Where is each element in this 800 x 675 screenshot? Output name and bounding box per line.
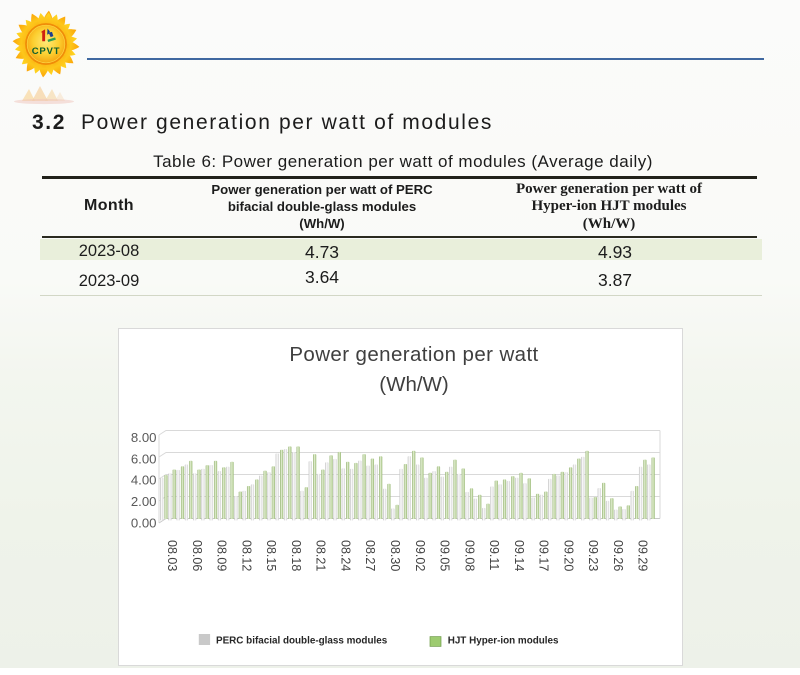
svg-text:CPVT: CPVT [32, 46, 60, 57]
svg-text:Power generation per watt: Power generation per watt [289, 343, 538, 366]
svg-text:8.00: 8.00 [131, 430, 157, 445]
svg-text:09.08: 09.08 [462, 540, 476, 571]
svg-text:09.17: 09.17 [537, 540, 551, 571]
svg-text:09.14: 09.14 [512, 540, 526, 571]
svg-text:4.00: 4.00 [131, 473, 157, 488]
svg-text:2.00: 2.00 [131, 494, 157, 509]
svg-text:08.06: 08.06 [190, 540, 204, 571]
svg-text:08.03: 08.03 [165, 540, 179, 571]
svg-text:6.00: 6.00 [131, 451, 157, 466]
svg-text:09.23: 09.23 [586, 540, 600, 571]
svg-text:09.11: 09.11 [487, 540, 501, 570]
svg-text:09.20: 09.20 [561, 540, 575, 571]
svg-text:08.09: 08.09 [215, 540, 229, 571]
svg-text:09.29: 09.29 [636, 540, 650, 571]
svg-text:PERC bifacial double-glass mod: PERC bifacial double-glass modules [216, 636, 388, 647]
svg-text:08.21: 08.21 [314, 540, 328, 571]
svg-text:08.24: 08.24 [339, 540, 353, 571]
svg-text:(Wh/W): (Wh/W) [379, 373, 448, 396]
svg-text:0.00: 0.00 [131, 516, 157, 531]
svg-text:08.30: 08.30 [388, 540, 402, 571]
svg-text:09.05: 09.05 [438, 540, 452, 571]
svg-text:09.02: 09.02 [413, 540, 427, 571]
svg-text:08.15: 08.15 [264, 540, 278, 571]
svg-text:HJT Hyper-ion modules: HJT Hyper-ion modules [448, 636, 559, 647]
svg-text:08.12: 08.12 [239, 540, 253, 571]
svg-text:09.26: 09.26 [611, 540, 625, 571]
svg-text:08.27: 08.27 [363, 540, 377, 571]
svg-text:08.18: 08.18 [289, 540, 303, 571]
